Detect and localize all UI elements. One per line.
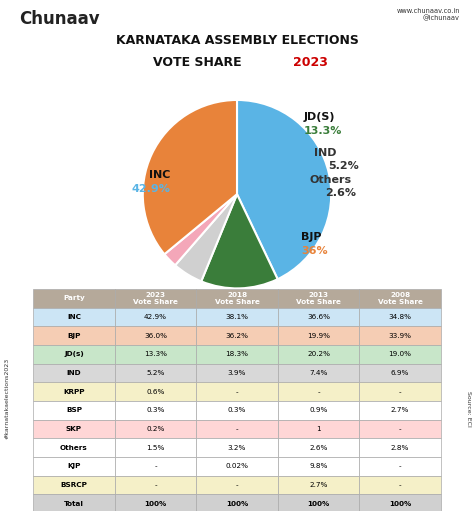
- Text: IND: IND: [314, 149, 337, 158]
- Text: 36%: 36%: [301, 246, 328, 256]
- Text: Others: Others: [310, 175, 352, 185]
- Text: KARNATAKA ASSEMBLY ELECTIONS: KARNATAKA ASSEMBLY ELECTIONS: [116, 34, 358, 48]
- Text: @ichunaav: @ichunaav: [423, 14, 460, 21]
- Wedge shape: [237, 100, 331, 279]
- Wedge shape: [175, 194, 237, 282]
- Text: 13.3%: 13.3%: [303, 126, 342, 136]
- Text: JD(S): JD(S): [303, 112, 335, 122]
- Wedge shape: [143, 100, 237, 254]
- Text: 5.2%: 5.2%: [328, 161, 359, 171]
- Text: BJP: BJP: [301, 232, 322, 242]
- Text: www.chunaav.co.in: www.chunaav.co.in: [396, 8, 460, 14]
- Text: INC: INC: [149, 170, 171, 180]
- Text: 2.6%: 2.6%: [325, 188, 356, 198]
- Wedge shape: [164, 194, 237, 265]
- Text: VOTE SHARE: VOTE SHARE: [153, 56, 246, 69]
- Text: Chunaav: Chunaav: [19, 10, 100, 28]
- Text: #karnatakaelections2023: #karnatakaelections2023: [5, 358, 9, 439]
- Text: 2023: 2023: [293, 56, 328, 69]
- Text: 42.9%: 42.9%: [132, 184, 171, 194]
- Wedge shape: [201, 194, 278, 288]
- Text: Source: ECI: Source: ECI: [466, 391, 471, 427]
